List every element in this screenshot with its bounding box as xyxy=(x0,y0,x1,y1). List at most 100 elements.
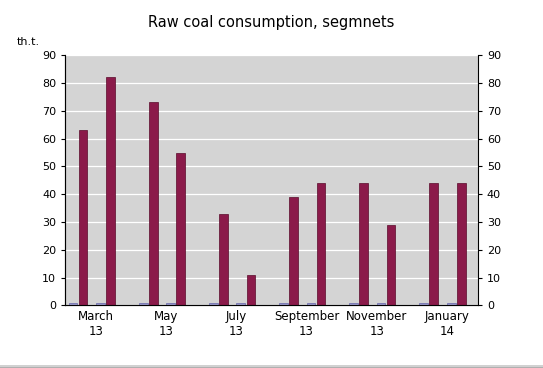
Bar xyxy=(0,367,543,368)
Bar xyxy=(0,367,543,368)
Bar xyxy=(0,365,543,367)
Bar xyxy=(0,365,543,367)
Bar xyxy=(0,366,543,368)
Bar xyxy=(0,365,543,367)
Bar xyxy=(0,367,543,368)
Bar xyxy=(0,366,543,367)
Bar xyxy=(0,367,543,368)
Bar xyxy=(0,366,543,368)
Bar xyxy=(0,365,543,367)
Bar xyxy=(0,366,543,368)
Bar xyxy=(0,366,543,368)
Bar xyxy=(0,365,543,367)
Bar xyxy=(0,365,543,367)
Bar xyxy=(0,365,543,367)
Bar xyxy=(0,366,543,368)
Bar xyxy=(0,366,543,367)
Bar xyxy=(0,366,543,368)
Bar xyxy=(0,367,543,368)
Bar xyxy=(0,366,543,367)
Bar xyxy=(0,365,543,367)
Bar xyxy=(149,102,157,305)
Bar xyxy=(429,183,438,305)
Bar xyxy=(0,366,543,368)
Bar xyxy=(0,366,543,368)
Bar xyxy=(0,365,543,367)
Bar xyxy=(0,365,543,367)
Bar xyxy=(0,366,543,368)
Bar xyxy=(0,365,543,367)
Bar xyxy=(0,366,543,367)
Bar xyxy=(0,366,543,367)
Bar xyxy=(0,365,543,367)
Bar xyxy=(0,366,543,368)
Bar xyxy=(0,367,543,368)
Bar xyxy=(0,367,543,368)
Bar xyxy=(0,365,543,367)
Bar xyxy=(0,367,543,368)
Bar xyxy=(0,365,543,367)
Bar xyxy=(0,365,543,367)
Bar xyxy=(0,365,543,367)
Bar xyxy=(0,366,543,368)
Bar xyxy=(0,366,543,367)
Bar xyxy=(359,183,368,305)
Bar xyxy=(0,367,543,368)
Bar xyxy=(0,366,543,367)
Bar xyxy=(0,365,543,367)
Bar xyxy=(0,366,543,367)
Bar xyxy=(0,366,543,368)
FancyBboxPatch shape xyxy=(65,55,478,305)
Bar xyxy=(0,366,543,368)
Bar xyxy=(79,130,87,305)
Bar xyxy=(0,366,543,367)
Bar xyxy=(0,366,543,367)
Bar xyxy=(0,367,543,368)
Bar xyxy=(0,365,543,367)
Bar xyxy=(0,366,543,368)
Bar xyxy=(419,302,428,305)
Bar xyxy=(0,365,543,367)
Bar xyxy=(0,366,543,367)
Bar xyxy=(0,366,543,367)
Bar xyxy=(0,366,543,367)
Bar xyxy=(0,365,543,367)
Bar xyxy=(0,366,543,368)
Bar xyxy=(0,366,543,368)
Bar xyxy=(0,365,543,367)
Bar xyxy=(0,366,543,368)
Bar xyxy=(0,367,543,368)
Bar xyxy=(0,367,543,368)
Bar xyxy=(0,366,543,368)
Bar xyxy=(0,365,543,367)
Bar xyxy=(0,366,543,367)
Bar xyxy=(68,302,78,305)
Bar xyxy=(0,366,543,367)
Bar xyxy=(0,365,543,367)
Bar xyxy=(0,367,543,368)
Bar xyxy=(0,365,543,367)
Bar xyxy=(0,365,543,367)
Bar xyxy=(0,365,543,367)
Bar xyxy=(0,366,543,367)
Bar xyxy=(0,366,543,368)
Bar xyxy=(0,367,543,368)
Bar xyxy=(0,366,543,367)
Bar xyxy=(0,365,543,367)
Bar xyxy=(0,366,543,367)
Bar xyxy=(0,366,543,367)
Bar xyxy=(0,366,543,368)
Bar xyxy=(0,367,543,368)
Bar xyxy=(0,365,543,367)
Bar xyxy=(0,365,543,367)
Bar xyxy=(377,302,386,305)
Bar xyxy=(0,365,543,367)
Bar xyxy=(0,365,543,367)
Bar xyxy=(0,366,543,367)
Bar xyxy=(0,366,543,367)
Bar xyxy=(0,366,543,367)
Bar xyxy=(0,365,543,367)
Bar xyxy=(0,366,543,368)
Bar xyxy=(0,365,543,367)
Bar xyxy=(0,366,543,368)
